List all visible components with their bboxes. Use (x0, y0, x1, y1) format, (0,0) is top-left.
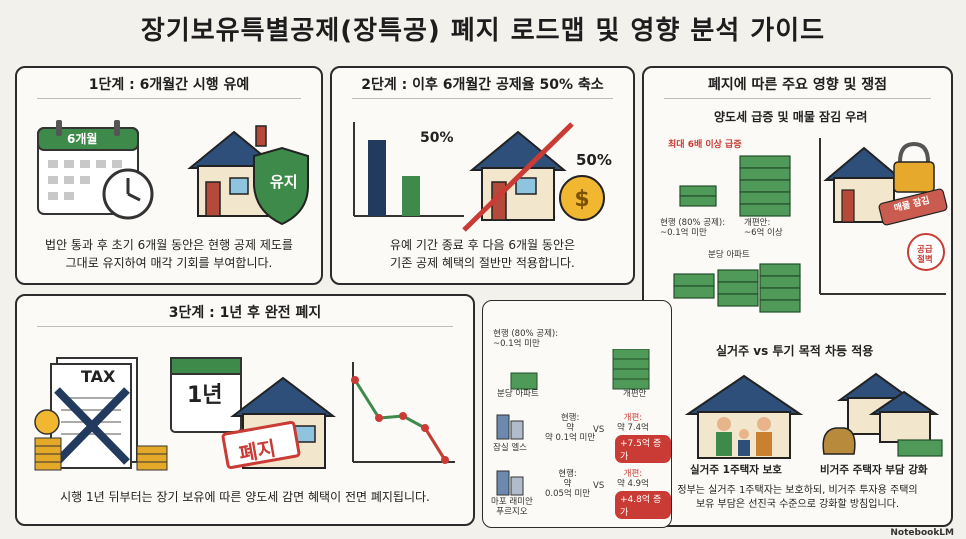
house-shield-icon (187, 125, 309, 226)
calendar-6month-label: 6개월 (67, 132, 98, 146)
case-row2-new: 개편: 약 4.9억 (617, 469, 649, 489)
case-row2-current: 현행: 약 0.05억 미만 (545, 469, 591, 499)
supply-cliff-label: 공급 절벽 (917, 245, 933, 265)
impact-sub2: 실거주 vs 투기 목적 차등 적용 (716, 344, 874, 358)
case-row1-increase: +7.5억 증가 (615, 435, 671, 463)
coin-50-label: 50% (576, 151, 612, 169)
case-row2-name: 마포 래미안 푸르지오 (491, 497, 533, 517)
case-row2-vs: VS (593, 481, 605, 491)
step3-panel: 3단계 : 1년 후 완전 폐지 TAX 1년 폐지 시행 1년 뒤부터는 장기… (15, 294, 475, 526)
step1-heading: 1단계 : 6개월간 시행 유예 (88, 77, 250, 93)
impact-panel: 폐지에 따른 주요 영향 및 쟁점 양도세 급증 및 매물 잠김 우려 최대 6… (642, 66, 953, 527)
step3-heading: 3단계 : 1년 후 완전 폐지 (168, 305, 322, 321)
case-row1-name: 잠실 엘스 (493, 443, 527, 453)
case-money-icon (510, 349, 650, 390)
shield-keep-label: 유지 (270, 173, 298, 191)
impact-sub1: 양도세 급증 및 매물 잠김 우려 (714, 110, 868, 124)
impact-caption: 정부는 실거주 1주택자는 보호하되, 비거주 투자용 주택의 보유 부담은 선… (677, 485, 918, 510)
impact-heading: 폐지에 따른 주요 영향 및 쟁점 (708, 77, 887, 93)
locked-house-chart-icon (819, 138, 948, 295)
step1-panel: 1단계 : 6개월간 시행 유예 6개월 유지 법안 통과 후 초기 6개월 동… (15, 66, 323, 285)
case-panel: 현행 (80% 공제): ~0.1억 미만 분당 아파트 개편안 잠실 엘스 현행… (482, 300, 672, 528)
step2-panel: 2단계 : 이후 6개월간 공제율 50% 축소 50% $ 50% 유예 기간… (330, 66, 635, 285)
family-house-icon (684, 374, 804, 459)
impact-apt-label: 분당 아파트 (708, 250, 750, 260)
surge-label: 최대 6배 이상 급증 (668, 140, 742, 150)
bar-reduction-icon (353, 122, 464, 217)
building-icon-1 (496, 414, 524, 440)
svg-text:$: $ (574, 187, 589, 212)
owner-protect-label: 실거주 1주택자 보호 (690, 464, 782, 476)
impact-reform: 개편안: ~6억 이상 (744, 218, 783, 238)
impact-current: 현행 (80% 공제): ~0.1억 미만 (660, 218, 726, 238)
building-icon-2 (496, 470, 524, 496)
case-top-current: 현행 (80% 공제): ~0.1억 미만 (493, 329, 559, 349)
calendar-house-stamp-icon (170, 357, 336, 470)
case-row1-vs: VS (593, 425, 605, 435)
calendar-clock-icon (37, 120, 154, 220)
step2-heading: 2단계 : 이후 6개월간 공제율 50% 축소 (361, 77, 604, 93)
case-row1-new: 개편: 약 7.4억 (617, 413, 649, 433)
bar-50-label: 50% (420, 130, 454, 146)
calendar-1year-label: 1년 (187, 383, 223, 408)
case-row1-current: 현행: 약 약 0.1억 미만 (545, 413, 596, 443)
investor-burden-label: 비거주 주택자 부담 강화 (820, 464, 928, 476)
notebooklm-brand: NotebookLM (890, 528, 954, 538)
investor-houses-icon (822, 372, 943, 457)
case-row2-increase: +4.8억 증가 (615, 491, 671, 519)
step1-caption: 법안 통과 후 초기 6개월 동안은 현행 공제 제도를 그대로 유지하여 매각… (45, 238, 293, 270)
house-split-icon: $ (462, 122, 605, 232)
tax-doc-coins-icon (34, 357, 168, 471)
decline-line-chart (351, 362, 455, 464)
step3-caption: 시행 1년 뒤부터는 장기 보유에 따른 양도세 감면 혜택이 전면 폐지됩니다… (60, 490, 430, 504)
page-title: 장기보유특별공제(장특공) 폐지 로드맵 및 영향 분석 가이드 (140, 16, 826, 46)
case-top-apt: 분당 아파트 (497, 389, 539, 399)
money-stacks-icon (673, 155, 801, 313)
step2-caption: 유예 기간 종료 후 다음 6개월 동안은 기존 공제 혜택의 절반만 적용합니… (389, 238, 576, 270)
case-top-reform: 개편안 (623, 389, 647, 399)
tax-label: TAX (81, 367, 116, 386)
